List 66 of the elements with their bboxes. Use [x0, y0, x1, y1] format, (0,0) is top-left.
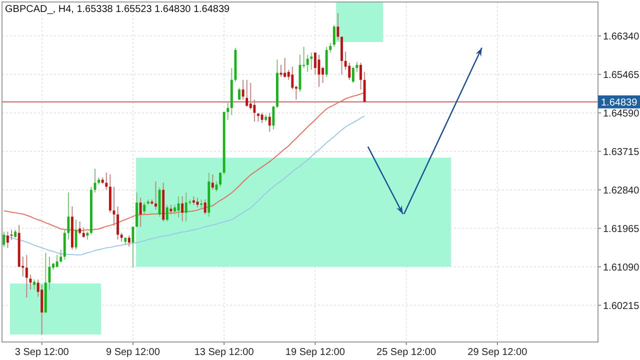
- candlestick: [329, 42, 332, 54]
- candlestick: [105, 172, 108, 190]
- y-tick-label: 1.61965: [603, 224, 640, 235]
- candlestick: [67, 192, 70, 240]
- candlestick: [332, 24, 336, 48]
- y-tick-label: 1.60215: [603, 300, 640, 312]
- candlestick: [174, 204, 176, 215]
- candlestick: [48, 256, 51, 290]
- candlestick: [249, 82, 252, 110]
- x-tick-label: 9 Sep 12:00: [106, 347, 160, 358]
- candlestick: [204, 198, 206, 215]
- candlestick: [6, 231, 9, 248]
- x-tick-label: 25 Sep 12:00: [376, 347, 436, 358]
- candlestick: [143, 202, 146, 215]
- candlestick: [260, 112, 264, 124]
- y-tick-label: 1.66340: [603, 31, 640, 42]
- y-tick-label: 1.63715: [603, 146, 640, 158]
- candlestick: [253, 99, 256, 122]
- y-tick-label: 1.65465: [603, 70, 640, 81]
- line-series: [3, 115, 366, 256]
- candlestick: [82, 227, 85, 238]
- candlestick: [108, 174, 112, 214]
- candlestick: [25, 254, 28, 298]
- x-tick-label: 3 Sep 12:00: [14, 347, 70, 358]
- candlestick: [246, 79, 248, 108]
- candlestick: [78, 220, 82, 236]
- candlestick: [310, 52, 313, 70]
- candlestick: [314, 52, 316, 76]
- candlestick: [116, 206, 119, 240]
- candlestick: [184, 192, 188, 222]
- candlestick: [2, 231, 6, 248]
- candlestick: [63, 229, 66, 260]
- candlestick: [226, 102, 230, 120]
- x-tick-label: 29 Sep 12:00: [468, 347, 528, 358]
- y-tick-label: 1.64590: [603, 108, 640, 120]
- candlestick: [139, 197, 142, 228]
- candlestick: [128, 235, 130, 248]
- chart-title: GBPCAD_, H4, 1.65338 1.65523 1.64830 1.64839: [5, 4, 230, 15]
- candlestick: [352, 66, 354, 84]
- candlestick: [211, 174, 214, 190]
- x-tick-label: 19 Sep 12:00: [285, 347, 346, 358]
- candlestick: [56, 254, 58, 268]
- candlestick: [170, 204, 172, 215]
- candlestick: [154, 180, 157, 210]
- candlestick: [268, 112, 271, 132]
- candlestick: [33, 279, 36, 290]
- y-tick-label: 1.61090: [603, 262, 640, 274]
- candlestick: [360, 62, 362, 90]
- candlestick: [356, 61, 358, 72]
- candlestick: [272, 105, 275, 130]
- candlestick: [181, 196, 184, 222]
- candlestick: [336, 12, 340, 40]
- candlestick: [348, 62, 351, 80]
- x-tick-label: 13 Sep 12:00: [194, 347, 254, 358]
- candlestick: [242, 79, 244, 100]
- y-tick-label: 1.62840: [603, 185, 640, 196]
- ref-line-label: 1.64839: [601, 97, 638, 108]
- candlestick: [306, 54, 309, 72]
- candlestick: [291, 66, 294, 90]
- candlestick: [166, 204, 168, 222]
- candlestick: [219, 172, 222, 188]
- candlestick: [40, 284, 44, 336]
- candlestick: [200, 198, 203, 210]
- candlestick: [196, 197, 199, 208]
- candlestick: [284, 57, 286, 78]
- candlestick: [60, 249, 62, 264]
